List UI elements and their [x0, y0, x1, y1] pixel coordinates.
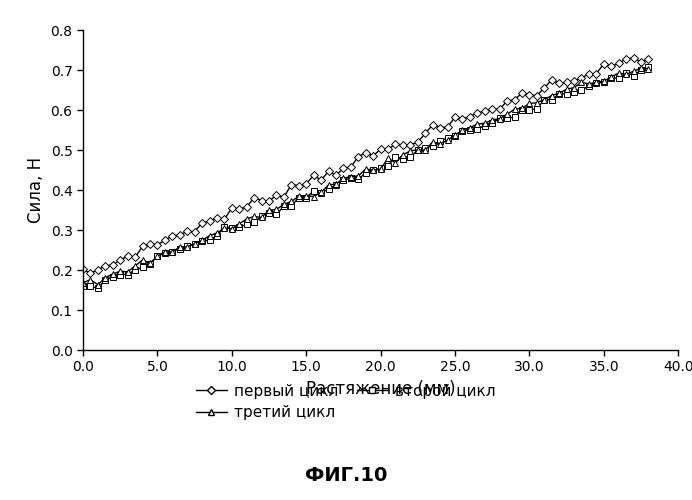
первый цикл	[280, 194, 288, 200]
Legend: первый цикл, третий цикл, второй цикл: первый цикл, третий цикл, второй цикл	[190, 378, 502, 426]
первый цикл	[332, 172, 340, 178]
третий цикл	[332, 181, 340, 187]
первый цикл	[79, 266, 87, 272]
третий цикл	[644, 66, 653, 71]
первый цикл	[272, 192, 280, 198]
третий цикл	[79, 280, 87, 285]
третий цикл	[399, 152, 407, 158]
второй цикл	[332, 182, 340, 188]
второй цикл	[198, 238, 206, 244]
второй цикл	[272, 212, 280, 218]
третий цикл	[93, 282, 102, 288]
Line: первый цикл: первый цикл	[80, 55, 651, 276]
третий цикл	[637, 65, 645, 71]
третий цикл	[317, 190, 325, 196]
Line: третий цикл: третий цикл	[80, 66, 651, 288]
X-axis label: Растяжение (мм): Растяжение (мм)	[306, 380, 455, 398]
третий цикл	[198, 238, 206, 244]
первый цикл	[644, 56, 653, 62]
первый цикл	[198, 220, 206, 226]
первый цикл	[317, 177, 325, 183]
второй цикл	[399, 156, 407, 162]
первый цикл	[86, 270, 95, 276]
второй цикл	[79, 283, 87, 289]
второй цикл	[317, 190, 325, 196]
Text: ФИГ.10: ФИГ.10	[304, 466, 388, 485]
третий цикл	[272, 206, 280, 212]
первый цикл	[399, 142, 407, 148]
второй цикл	[280, 204, 288, 210]
второй цикл	[644, 64, 653, 70]
третий цикл	[280, 202, 288, 207]
второй цикл	[93, 286, 102, 292]
Line: второй цикл: второй цикл	[80, 64, 651, 291]
Y-axis label: Сила, Н: Сила, Н	[27, 157, 45, 223]
первый цикл	[629, 55, 637, 61]
